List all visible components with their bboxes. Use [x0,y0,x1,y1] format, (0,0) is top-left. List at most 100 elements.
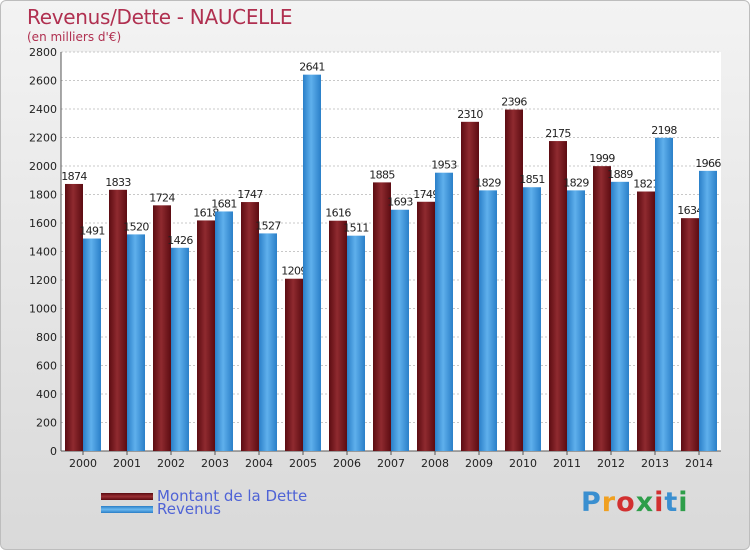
data-label-dette: 1634 [677,204,703,217]
bar-revenus [83,238,101,451]
bar-dette [285,278,303,451]
bar-dette [109,189,127,452]
bar-revenus [479,190,497,451]
x-tick-label: 2000 [69,457,97,470]
x-tick-label: 2004 [245,457,273,470]
data-label-revenus: 1851 [519,173,545,186]
data-label-dette: 1724 [149,191,175,204]
data-label-dette: 1749 [413,188,439,201]
logo-letter: t [664,487,679,518]
legend-label-dette: Montant de la Dette [157,487,308,505]
x-tick-label: 2003 [201,457,229,470]
x-tick-label: 2006 [333,457,361,470]
bar-revenus [611,181,629,451]
y-tick-label: 600 [36,360,57,373]
legend-item-revenus: Revenus [101,502,221,517]
data-label-dette: 1885 [369,168,395,181]
data-label-dette: 1616 [325,207,351,220]
proxiti-logo: Proxiti [581,487,689,518]
y-tick-label: 1400 [29,246,57,259]
chart-subtitle: (en milliers d'€) [27,30,122,44]
bar-revenus [391,209,409,451]
y-tick-label: 1200 [29,274,57,287]
data-label-revenus: 1829 [475,176,501,189]
x-tick-label: 2009 [465,457,493,470]
data-label-dette: 1209 [281,265,307,278]
data-label-revenus: 1693 [387,196,413,209]
x-tick-label: 2001 [113,457,141,470]
data-label-revenus: 1681 [211,197,237,210]
bar-dette [461,121,479,451]
x-tick-label: 2014 [685,457,713,470]
x-tick-label: 2013 [641,457,669,470]
logo-letter: r [601,487,617,518]
bar-revenus [303,74,321,451]
y-tick-label: 800 [36,331,57,344]
data-label-revenus: 1829 [563,176,589,189]
bar-revenus [347,235,365,451]
x-tick-label: 2007 [377,457,405,470]
bar-revenus [655,137,673,451]
data-label-revenus: 1511 [343,222,369,235]
bar-revenus [567,190,585,451]
bar-dette [65,183,83,451]
legend-item-dette: Montant de la Dette [101,489,307,504]
bar-dette [417,201,435,451]
data-label-dette: 2310 [457,108,483,121]
bar-revenus [523,187,541,452]
data-label-dette: 1618 [193,206,219,219]
logo-letter: o [616,487,636,518]
x-tick-label: 2011 [553,457,581,470]
legend-label-revenus: Revenus [157,500,221,518]
data-label-dette: 2175 [545,127,571,140]
data-label-dette: 1747 [237,188,263,201]
data-label-revenus: 1889 [607,168,633,181]
x-tick-label: 2012 [597,457,625,470]
bar-dette [153,205,171,451]
data-label-dette: 1821 [633,178,659,191]
bar-revenus [171,247,189,451]
bar-revenus [435,172,453,451]
y-tick-label: 1800 [29,189,57,202]
data-label-dette: 2396 [501,96,527,109]
legend-swatch-dette [101,493,153,500]
x-tick-label: 2010 [509,457,537,470]
bar-dette [329,220,347,451]
bar-revenus [259,233,277,451]
bar-dette [549,141,567,451]
data-label-dette: 1999 [589,152,615,165]
data-label-revenus: 1426 [167,234,193,247]
data-label-revenus: 1953 [431,159,457,172]
bar-revenus [215,211,233,451]
y-tick-label: 0 [50,445,57,458]
data-label-dette: 1874 [61,170,87,183]
data-label-revenus: 2641 [299,61,325,74]
bar-dette [373,182,391,451]
logo-letter: i [678,487,689,518]
logo-letter: i [654,487,665,518]
y-tick-label: 200 [36,417,57,430]
x-tick-label: 2005 [289,457,317,470]
bar-dette [593,166,611,451]
y-tick-label: 1000 [29,303,57,316]
bar-dette [681,218,699,451]
y-tick-label: 400 [36,388,57,401]
y-tick-label: 2600 [29,75,57,88]
y-tick-label: 2400 [29,103,57,116]
bar-dette [505,109,523,451]
logo-letter: x [635,487,655,518]
data-label-revenus: 1527 [255,219,281,232]
bar-revenus [699,170,717,451]
logo-letter: P [581,487,602,518]
data-label-dette: 1833 [105,176,131,189]
data-label-revenus: 2198 [651,124,677,137]
y-tick-label: 2200 [29,132,57,145]
data-label-revenus: 1491 [79,225,105,238]
x-tick-label: 2002 [157,457,185,470]
data-label-revenus: 1966 [695,157,721,170]
chart-title: Revenus/Dette - NAUCELLE [27,5,293,29]
x-tick-label: 2008 [421,457,449,470]
y-tick-label: 2800 [29,46,57,59]
